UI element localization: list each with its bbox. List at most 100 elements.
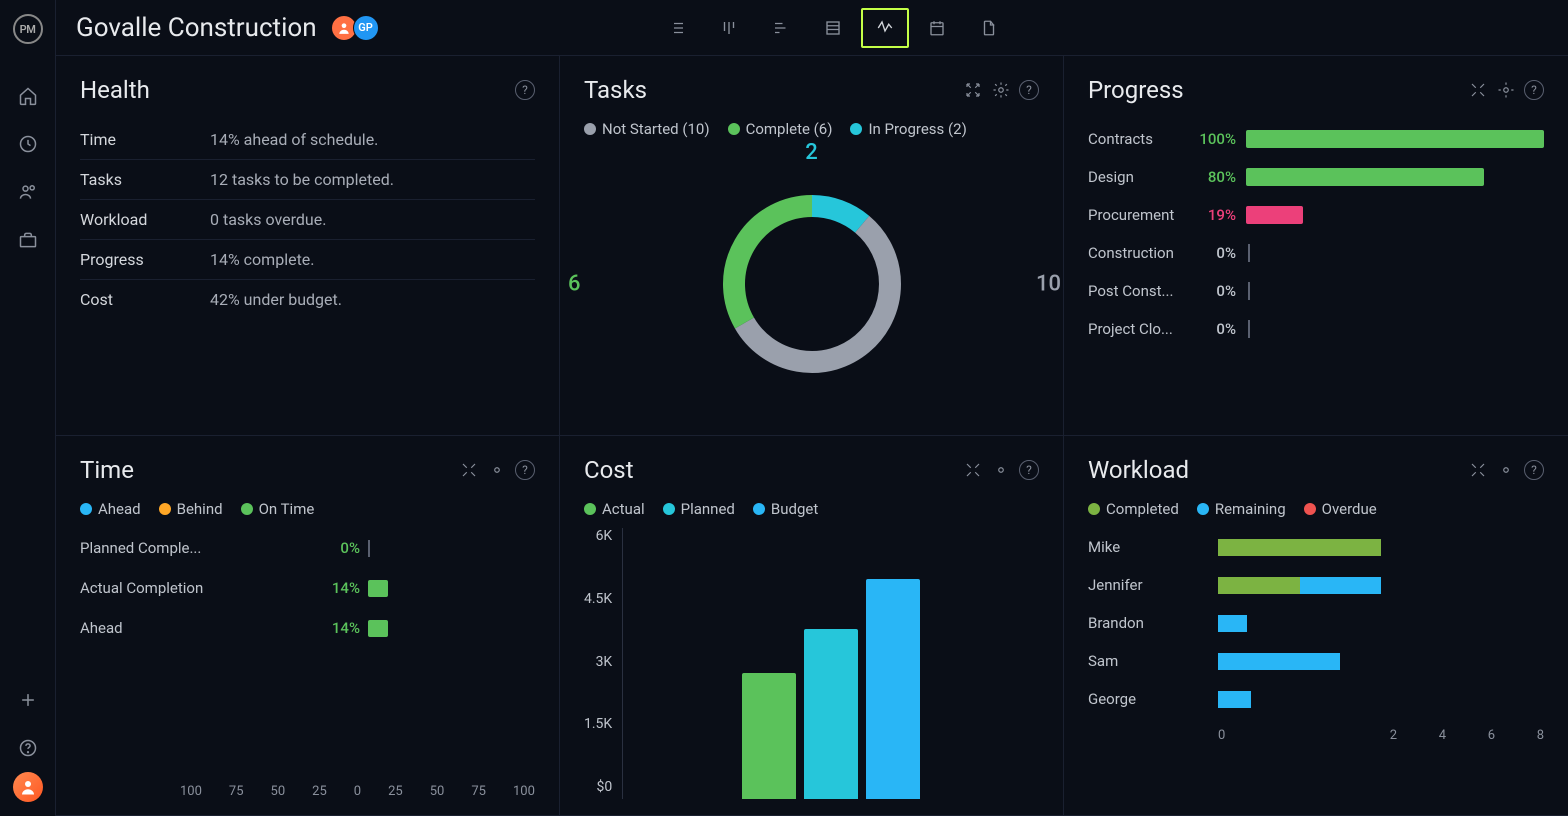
progress-pct: 19% [1188, 206, 1236, 224]
legend-item: Not Started (10) [584, 120, 710, 138]
health-row: Cost 42% under budget. [80, 280, 535, 319]
time-row: Ahead 14% [80, 608, 535, 648]
expand-icon[interactable] [1468, 460, 1488, 480]
health-value: 12 tasks to be completed. [210, 170, 394, 189]
axis-tick: $0 [596, 779, 612, 795]
legend-item: Budget [753, 500, 818, 518]
view-files-icon[interactable] [965, 8, 1013, 48]
cost-yaxis: 6K4.5K3K1.5K$0 [584, 528, 622, 799]
axis-tick: 100 [180, 784, 202, 799]
axis-tick: 1.5K [584, 716, 612, 732]
time-panel: Time ? AheadBehindOn Time Planned Comple… [56, 436, 560, 816]
workload-title: Workload [1088, 456, 1468, 484]
help-icon[interactable]: ? [1524, 460, 1544, 480]
legend-item: Completed [1088, 500, 1179, 518]
tasks-panel: Tasks ? Not Started (10)Complete (6)In P… [560, 56, 1064, 436]
time-legend: AheadBehindOn Time [80, 500, 535, 518]
health-label: Progress [80, 250, 210, 269]
donut-label-inprogress: 2 [805, 140, 818, 165]
workload-name: Jennifer [1088, 576, 1218, 594]
cost-legend: ActualPlannedBudget [584, 500, 1039, 518]
progress-panel: Progress ? Contracts 100% Design 80% Pro… [1064, 56, 1568, 436]
nav-portfolio-icon[interactable] [0, 216, 56, 264]
help-icon[interactable]: ? [1019, 80, 1039, 100]
legend-item: Remaining [1197, 500, 1286, 518]
view-dashboard-icon[interactable] [861, 8, 909, 48]
workload-bar [1218, 615, 1544, 632]
help-icon[interactable]: ? [1524, 80, 1544, 100]
axis-tick: 25 [388, 784, 403, 799]
user-avatar-chip[interactable]: GP [353, 15, 379, 41]
workload-name: Sam [1088, 652, 1218, 670]
gear-icon[interactable] [487, 460, 507, 480]
cost-bar [742, 673, 796, 800]
time-row-bar [368, 580, 388, 597]
gear-icon[interactable] [991, 80, 1011, 100]
nav-team-icon[interactable] [0, 168, 56, 216]
cost-bars [622, 528, 1039, 799]
progress-bar [1246, 206, 1544, 224]
view-board-icon[interactable] [705, 8, 753, 48]
help-icon[interactable]: ? [1019, 460, 1039, 480]
health-label: Tasks [80, 170, 210, 189]
help-icon[interactable]: ? [515, 80, 535, 100]
health-label: Workload [80, 210, 210, 229]
expand-icon[interactable] [459, 460, 479, 480]
axis-tick: 0 [354, 784, 361, 799]
help-icon[interactable]: ? [515, 460, 535, 480]
time-row-name: Planned Comple... [80, 539, 310, 557]
gear-icon[interactable] [991, 460, 1011, 480]
workload-legend: Completed Remaining Overdue [1088, 500, 1544, 518]
view-list-icon[interactable] [653, 8, 701, 48]
time-row: Planned Comple... 0% [80, 528, 535, 568]
progress-bar [1246, 282, 1544, 300]
health-row: Time 14% ahead of schedule. [80, 120, 535, 160]
health-value: 14% ahead of schedule. [210, 130, 378, 149]
expand-icon[interactable] [1468, 80, 1488, 100]
gear-icon[interactable] [1496, 460, 1516, 480]
workload-bar [1218, 577, 1544, 594]
view-gantt-icon[interactable] [757, 8, 805, 48]
workload-row: Brandon [1088, 604, 1544, 642]
expand-icon[interactable] [963, 460, 983, 480]
cost-panel: Cost ? ActualPlannedBudget 6K4.5K3K1.5K$… [560, 436, 1064, 816]
progress-name: Post Const... [1088, 282, 1188, 300]
view-sheet-icon[interactable] [809, 8, 857, 48]
legend-item: On Time [241, 500, 315, 518]
progress-pct: 0% [1188, 282, 1236, 300]
progress-row: Contracts 100% [1088, 120, 1544, 158]
time-row: Actual Completion 14% [80, 568, 535, 608]
legend-item: Ahead [80, 500, 141, 518]
nav-recent-icon[interactable] [0, 120, 56, 168]
progress-pct: 80% [1188, 168, 1236, 186]
expand-icon[interactable] [963, 80, 983, 100]
workload-axis: 02468 [1088, 728, 1544, 743]
legend-item: Overdue [1304, 500, 1377, 518]
legend-item: Planned [663, 500, 735, 518]
workload-name: George [1088, 690, 1218, 708]
axis-tick: 50 [271, 784, 286, 799]
nav-help-icon[interactable] [0, 724, 56, 772]
progress-bar [1246, 168, 1544, 186]
view-calendar-icon[interactable] [913, 8, 961, 48]
health-row: Tasks 12 tasks to be completed. [80, 160, 535, 200]
progress-bar [1246, 130, 1544, 148]
time-row-bar [368, 620, 388, 637]
nav-home-icon[interactable] [0, 72, 56, 120]
nav-add-icon[interactable] [0, 676, 56, 724]
axis-tick: 8 [1537, 728, 1544, 743]
workload-row: Jennifer [1088, 566, 1544, 604]
user-avatar[interactable] [13, 772, 43, 802]
progress-pct: 0% [1188, 244, 1236, 262]
avatar-group[interactable]: GP [335, 15, 379, 41]
time-title: Time [80, 456, 459, 484]
axis-tick: 50 [430, 784, 445, 799]
gear-icon[interactable] [1496, 80, 1516, 100]
legend-item: In Progress (2) [850, 120, 966, 138]
workload-bar [1218, 539, 1544, 556]
workload-bar [1218, 653, 1544, 670]
progress-bar [1246, 244, 1544, 262]
donut-label-complete: 6 [568, 271, 581, 296]
left-sidebar: PM [0, 0, 56, 816]
app-logo[interactable]: PM [13, 14, 43, 44]
